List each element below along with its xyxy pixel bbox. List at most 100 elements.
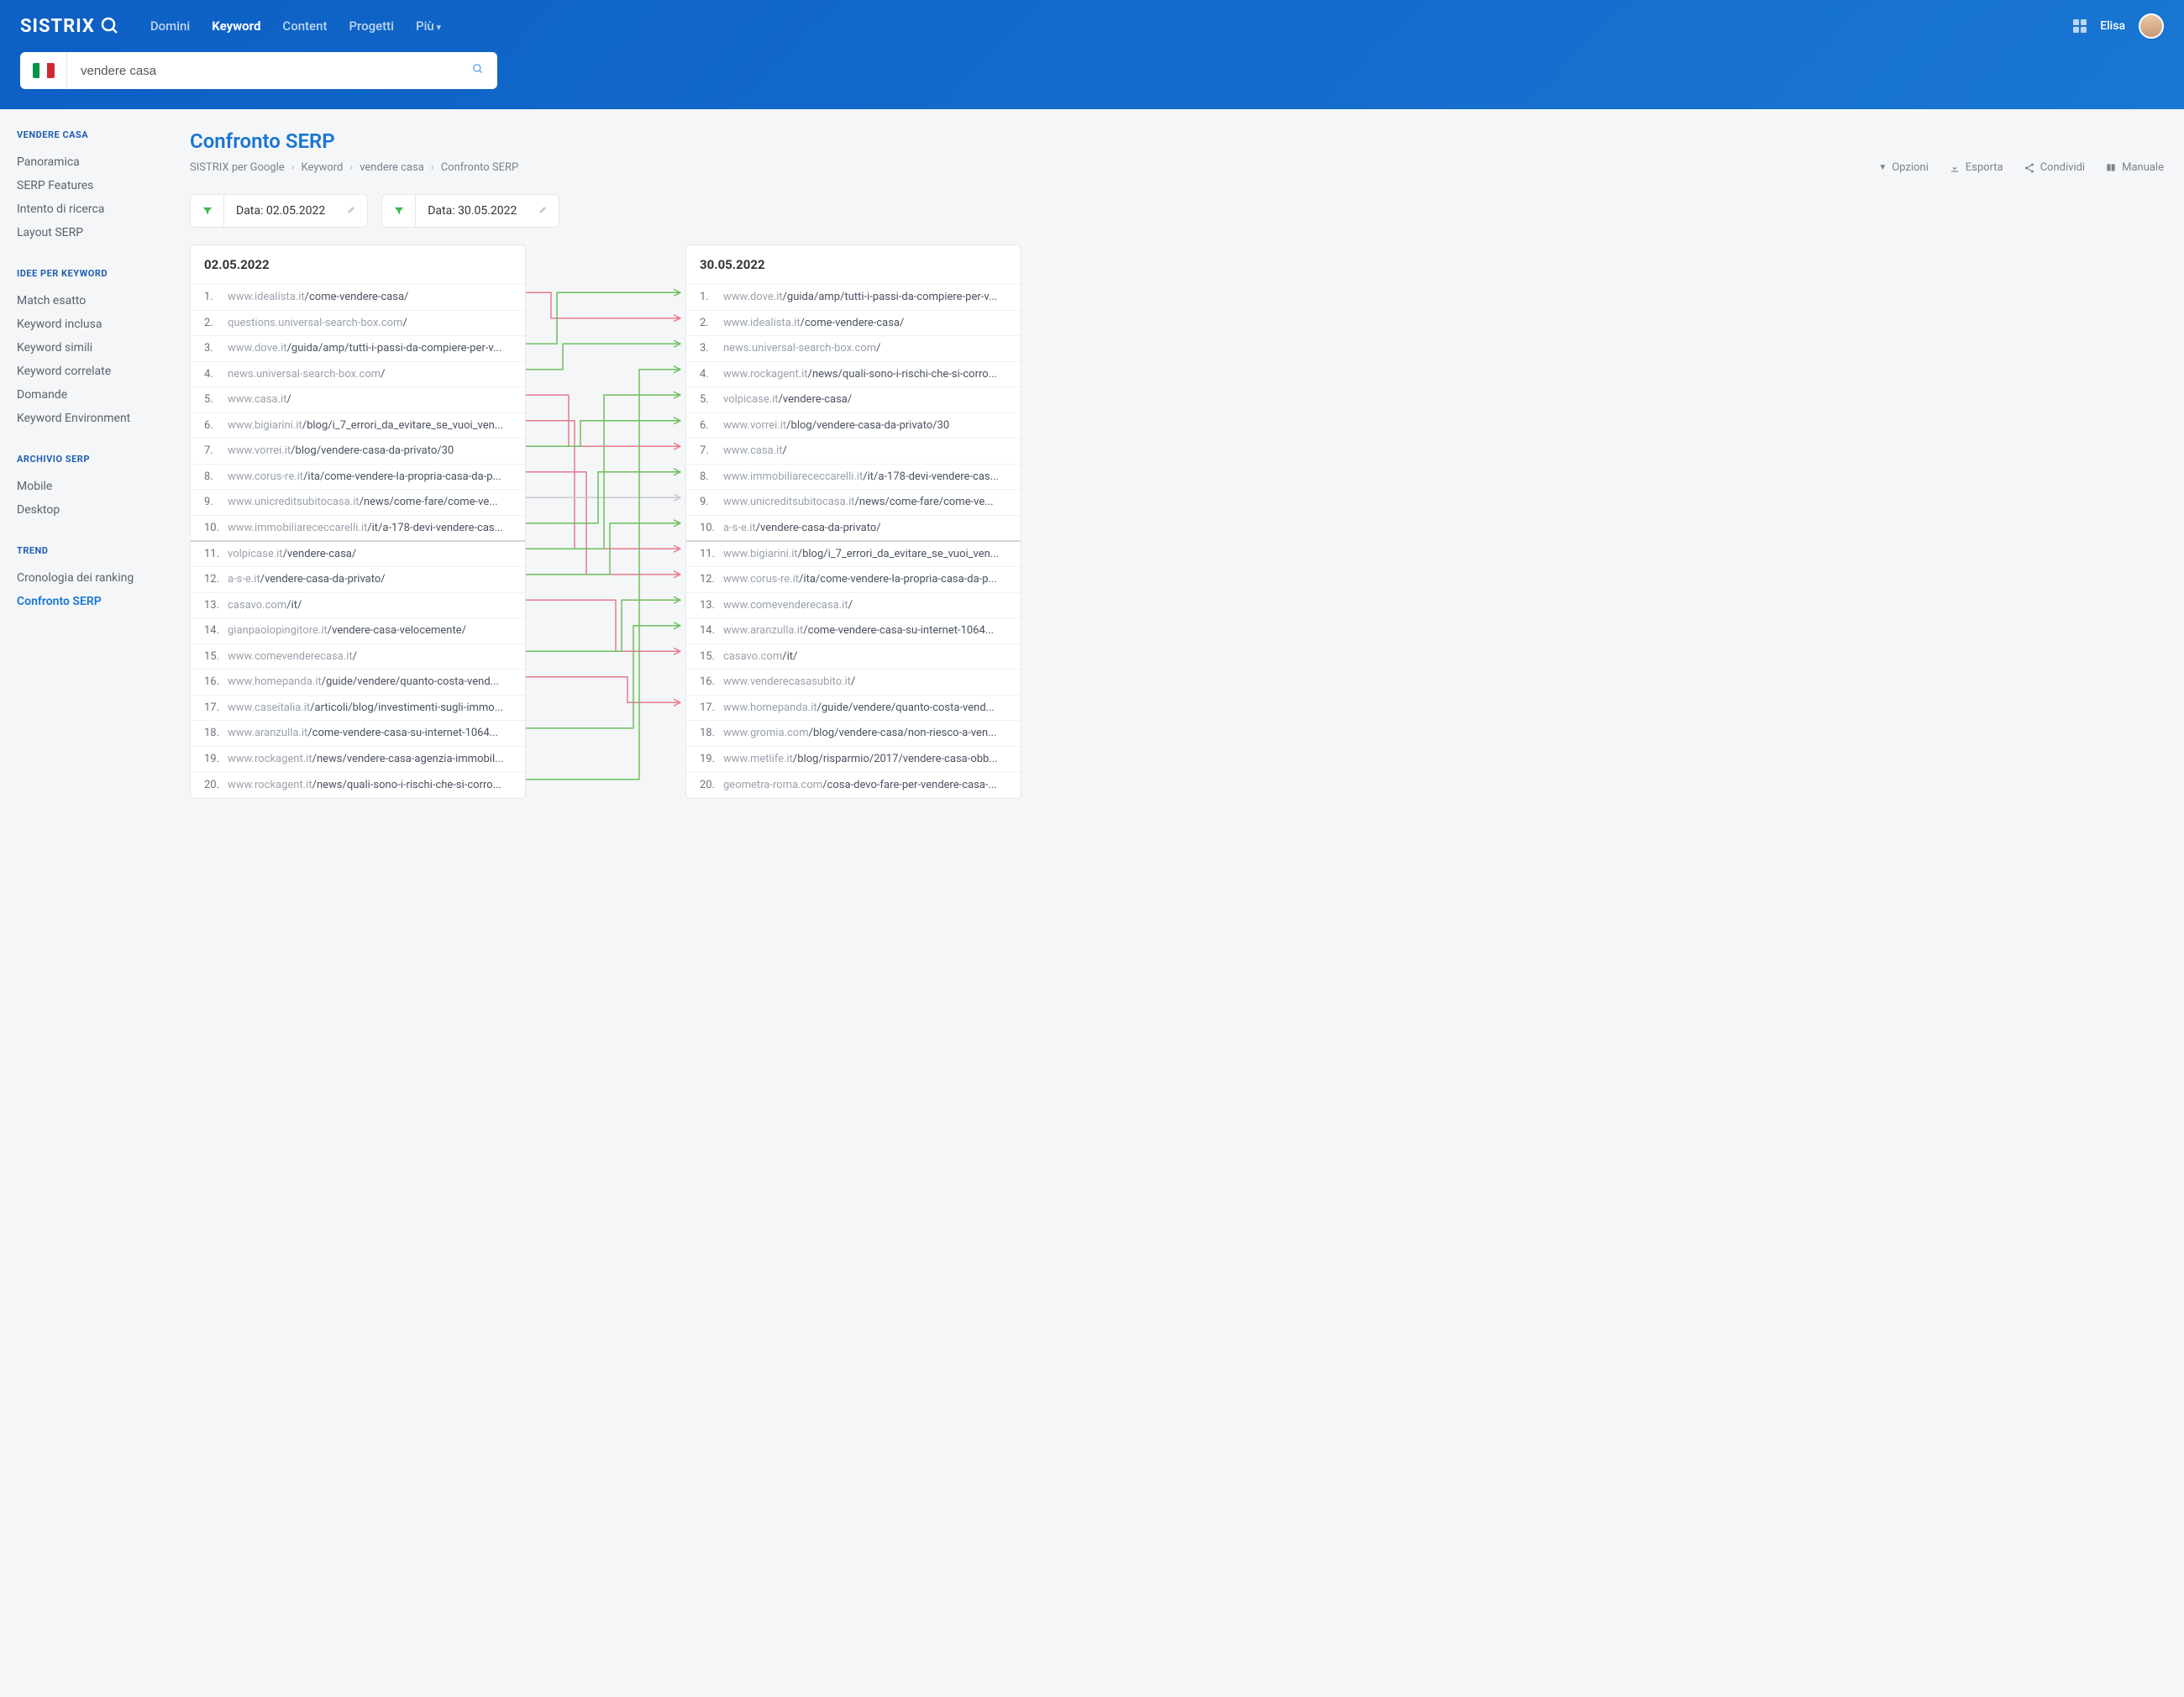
- rank: 19.: [700, 753, 723, 765]
- serp-row[interactable]: 18.www.gromia.com/blog/vendere-casa/non-…: [686, 721, 1021, 747]
- url: www.casa.it/: [228, 393, 512, 406]
- url: volpicase.it/vendere-casa/: [723, 393, 1007, 406]
- serp-row[interactable]: 2.questions.universal-search-box.com/: [191, 311, 525, 337]
- serp-row[interactable]: 6.www.vorrei.it/blog/vendere-casa-da-pri…: [686, 413, 1021, 439]
- serp-row[interactable]: 13.www.comevenderecasa.it/: [686, 593, 1021, 619]
- panel-date-left: 02.05.2022: [191, 245, 525, 285]
- action-manuale[interactable]: Manuale: [2105, 161, 2164, 174]
- nav-item-domini[interactable]: Domini: [150, 18, 190, 34]
- serp-row[interactable]: 8.www.corus-re.it/ita/come-vendere-la-pr…: [191, 465, 525, 491]
- searchbar: [20, 52, 497, 89]
- serp-row[interactable]: 11.www.bigiarini.it/blog/i_7_errori_da_e…: [686, 542, 1021, 568]
- sidebar-link[interactable]: Panoramica: [17, 150, 150, 174]
- rank: 6.: [204, 419, 228, 432]
- action-esporta[interactable]: Esporta: [1949, 161, 2003, 174]
- url: www.unicreditsubitocasa.it/news/come-far…: [228, 496, 512, 508]
- rank: 11.: [204, 548, 228, 560]
- rank: 10.: [700, 522, 723, 534]
- url: www.rockagent.it/news/quali-sono-i-risch…: [723, 368, 1007, 381]
- serp-row[interactable]: 11.volpicase.it/vendere-casa/: [191, 542, 525, 568]
- breadcrumb-item[interactable]: Confronto SERP: [441, 161, 519, 174]
- serp-row[interactable]: 3.news.universal-search-box.com/: [686, 336, 1021, 362]
- serp-row[interactable]: 10.www.immobiliarececcarelli.it/it/a-178…: [191, 516, 525, 542]
- rank: 10.: [204, 522, 228, 534]
- serp-row[interactable]: 4.news.universal-search-box.com/: [191, 362, 525, 388]
- serp-row[interactable]: 2.www.idealista.it/come-vendere-casa/: [686, 311, 1021, 337]
- apps-icon[interactable]: [2073, 19, 2087, 33]
- rank: 4.: [700, 368, 723, 381]
- serp-row[interactable]: 7.www.vorrei.it/blog/vendere-casa-da-pri…: [191, 439, 525, 465]
- date-filter[interactable]: Data: 30.05.2022: [381, 194, 559, 228]
- sidebar-link[interactable]: Keyword correlate: [17, 360, 150, 383]
- avatar[interactable]: [2139, 13, 2164, 39]
- url: news.universal-search-box.com/: [723, 342, 1007, 355]
- serp-row[interactable]: 1.www.dove.it/guida/amp/tutti-i-passi-da…: [686, 285, 1021, 311]
- serp-row[interactable]: 8.www.immobiliarececcarelli.it/it/a-178-…: [686, 465, 1021, 491]
- sidebar-link[interactable]: Domande: [17, 383, 150, 407]
- nav-item-content[interactable]: Content: [282, 18, 327, 34]
- nav-item-progetti[interactable]: Progetti: [349, 18, 394, 34]
- filters: Data: 02.05.2022 Data: 30.05.2022: [190, 194, 2164, 228]
- serp-row[interactable]: 15.www.comevenderecasa.it/: [191, 644, 525, 670]
- url: www.aranzulla.it/come-vendere-casa-su-in…: [723, 624, 1007, 637]
- nav-item-keyword[interactable]: Keyword: [212, 18, 260, 34]
- serp-row[interactable]: 9.www.unicreditsubitocasa.it/news/come-f…: [191, 490, 525, 516]
- connection-lines: [526, 280, 685, 792]
- serp-row[interactable]: 14.gianpaolopingitore.it/vendere-casa-ve…: [191, 618, 525, 644]
- serp-row[interactable]: 3.www.dove.it/guida/amp/tutti-i-passi-da…: [191, 336, 525, 362]
- edit-icon[interactable]: [337, 204, 367, 218]
- serp-row[interactable]: 7.www.casa.it/: [686, 439, 1021, 465]
- logo[interactable]: SISTRIX: [20, 16, 120, 37]
- search-icon[interactable]: [459, 63, 497, 78]
- sidebar-link[interactable]: SERP Features: [17, 174, 150, 197]
- serp-row[interactable]: 18.www.aranzulla.it/come-vendere-casa-su…: [191, 721, 525, 747]
- filter-label: Data: 30.05.2022: [416, 204, 528, 218]
- serp-row[interactable]: 20.geometra-roma.com/cosa-devo-fare-per-…: [686, 772, 1021, 798]
- serp-row[interactable]: 4.www.rockagent.it/news/quali-sono-i-ris…: [686, 362, 1021, 388]
- serp-row[interactable]: 14.www.aranzulla.it/come-vendere-casa-su…: [686, 618, 1021, 644]
- rank: 4.: [204, 368, 228, 381]
- username[interactable]: Elisa: [2100, 19, 2125, 33]
- serp-row[interactable]: 9.www.unicreditsubitocasa.it/news/come-f…: [686, 490, 1021, 516]
- sidebar-link[interactable]: Desktop: [17, 498, 150, 522]
- url: www.idealista.it/come-vendere-casa/: [723, 317, 1007, 329]
- breadcrumb-item[interactable]: vendere casa: [360, 161, 424, 174]
- serp-row[interactable]: 19.www.metlife.it/blog/risparmio/2017/ve…: [686, 747, 1021, 773]
- action-condividi[interactable]: Condividi: [2024, 161, 2086, 174]
- sidebar-link[interactable]: Match esatto: [17, 289, 150, 313]
- serp-row[interactable]: 19.www.rockagent.it/news/vendere-casa-ag…: [191, 747, 525, 773]
- serp-row[interactable]: 5.volpicase.it/vendere-casa/: [686, 387, 1021, 413]
- serp-row[interactable]: 6.www.bigiarini.it/blog/i_7_errori_da_ev…: [191, 413, 525, 439]
- serp-row[interactable]: 16.www.venderecasasubito.it/: [686, 670, 1021, 696]
- date-filter[interactable]: Data: 02.05.2022: [190, 194, 368, 228]
- search-input[interactable]: [67, 64, 459, 78]
- action-opzioni[interactable]: ▼Opzioni: [1878, 161, 1928, 174]
- url: www.caseitalia.it/articoli/blog/investim…: [228, 701, 512, 714]
- serp-row[interactable]: 16.www.homepanda.it/guide/vendere/quanto…: [191, 670, 525, 696]
- breadcrumb-item[interactable]: Keyword: [302, 161, 344, 174]
- sidebar-link[interactable]: Mobile: [17, 475, 150, 498]
- country-flag[interactable]: [20, 52, 67, 89]
- serp-row[interactable]: 15.casavo.com/it/: [686, 644, 1021, 670]
- sidebar-link[interactable]: Intento di ricerca: [17, 197, 150, 221]
- nav-item-più[interactable]: Più: [416, 18, 441, 34]
- rank: 7.: [204, 444, 228, 457]
- serp-row[interactable]: 10.a-s-e.it/vendere-casa-da-privato/: [686, 516, 1021, 542]
- sidebar-link[interactable]: Confronto SERP: [17, 590, 150, 613]
- serp-row[interactable]: 17.www.homepanda.it/guide/vendere/quanto…: [686, 696, 1021, 722]
- serp-row[interactable]: 12.a-s-e.it/vendere-casa-da-privato/: [191, 567, 525, 593]
- serp-row[interactable]: 20.www.rockagent.it/news/quali-sono-i-ri…: [191, 772, 525, 798]
- edit-icon[interactable]: [528, 204, 559, 218]
- sidebar-link[interactable]: Layout SERP: [17, 221, 150, 244]
- sidebar-link[interactable]: Keyword simili: [17, 336, 150, 360]
- serp-row[interactable]: 17.www.caseitalia.it/articoli/blog/inves…: [191, 696, 525, 722]
- sidebar-link[interactable]: Cronologia dei ranking: [17, 566, 150, 590]
- serp-row[interactable]: 13.casavo.com/it/: [191, 593, 525, 619]
- serp-row[interactable]: 12.www.corus-re.it/ita/come-vendere-la-p…: [686, 567, 1021, 593]
- serp-row[interactable]: 1.www.idealista.it/come-vendere-casa/: [191, 285, 525, 311]
- serp-row[interactable]: 5.www.casa.it/: [191, 387, 525, 413]
- sidebar-link[interactable]: Keyword Environment: [17, 407, 150, 430]
- sidebar-link[interactable]: Keyword inclusa: [17, 313, 150, 336]
- rank: 19.: [204, 753, 228, 765]
- breadcrumb-item[interactable]: SISTRIX per Google: [190, 161, 285, 174]
